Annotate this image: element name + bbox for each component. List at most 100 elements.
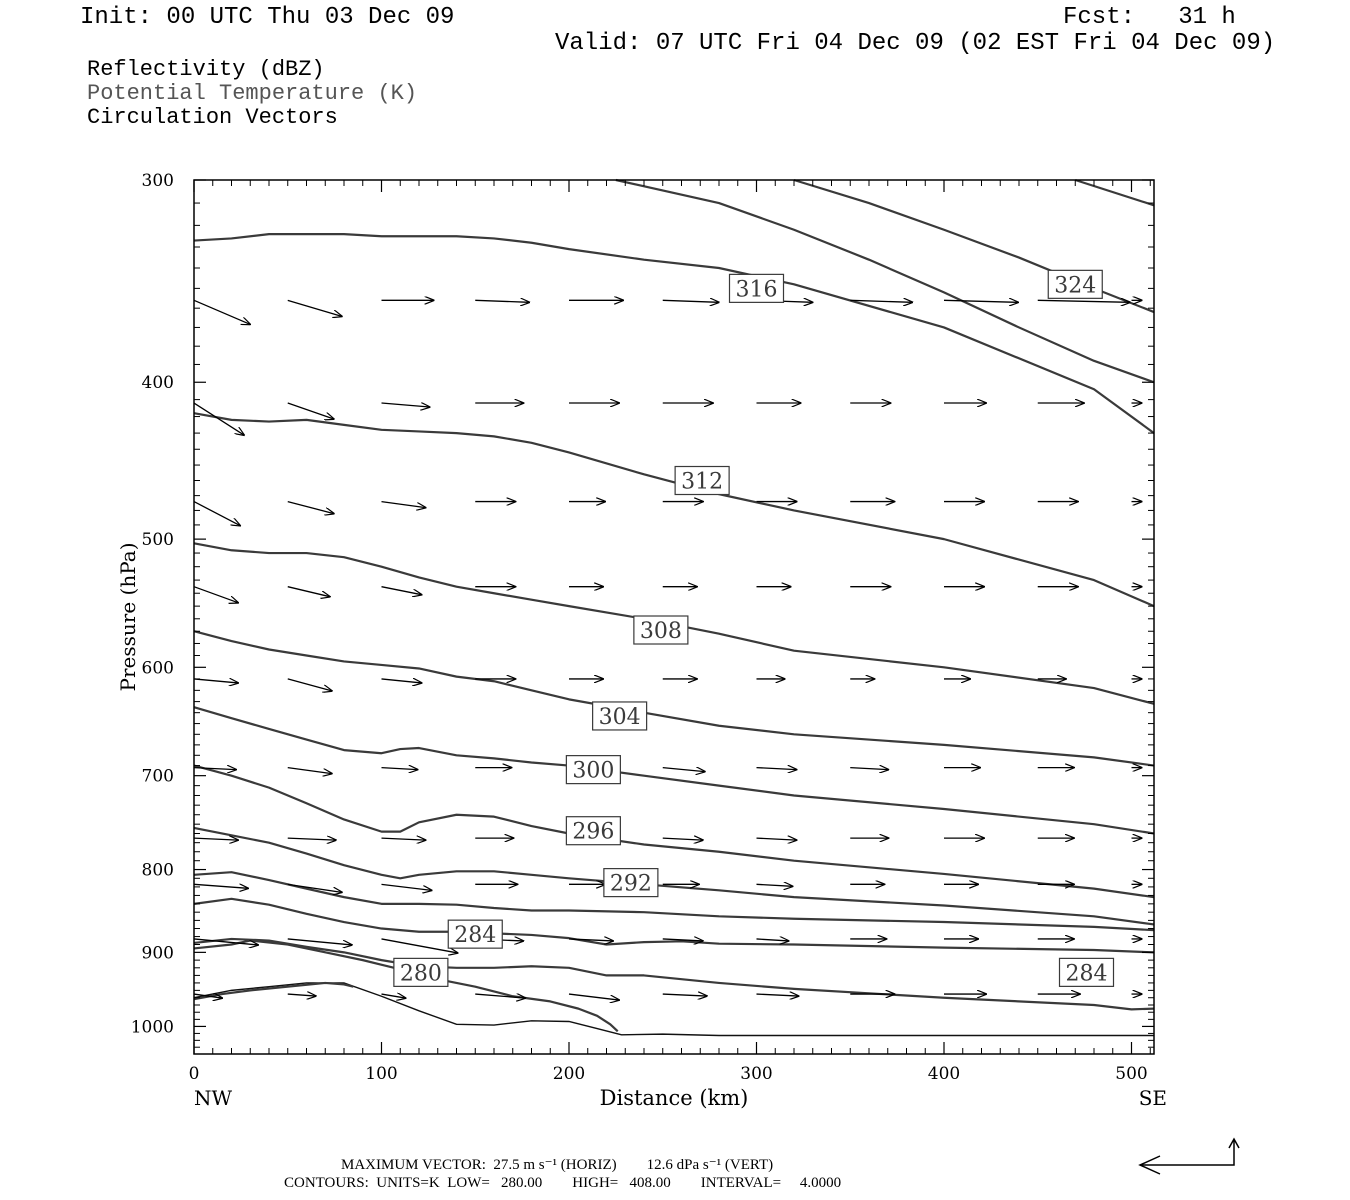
vector-arrow-9-0 xyxy=(193,994,222,998)
init-time: Init: 00 UTC Thu 03 Dec 09 xyxy=(80,4,455,31)
vector-arrow-8-0 xyxy=(193,938,258,945)
isentrope-9 xyxy=(193,542,1155,705)
x-tick-label: 100 xyxy=(365,1064,397,1084)
y-tick-label: 700 xyxy=(142,767,174,787)
isentrope-10 xyxy=(193,412,1155,608)
vector-arrow-2-2 xyxy=(381,500,426,508)
vector-arrow-5-1 xyxy=(287,766,332,774)
vector-arrow-0-1 xyxy=(287,299,342,316)
contour-label-280: 280 xyxy=(393,957,449,987)
y-tick-label: 900 xyxy=(142,943,174,963)
vector-arrow-8-1 xyxy=(287,938,352,945)
vector-arrow-0-3 xyxy=(475,300,529,302)
vector-arrow-8-6 xyxy=(756,939,789,941)
x-tick-label: 500 xyxy=(1115,1064,1147,1084)
contour-info-footnote: CONTOURS: UNITS=K LOW= 280.00 HIGH= 408.… xyxy=(284,1175,842,1191)
vector-arrow-5-2 xyxy=(381,768,418,770)
vector-arrow-9-2 xyxy=(381,994,406,998)
isentrope-6 xyxy=(193,764,1155,899)
contour-label-316: 316 xyxy=(728,273,785,303)
x-axis-label: Distance (km) xyxy=(600,1086,749,1110)
x-tick-label: 300 xyxy=(740,1064,772,1084)
y-tick-label: 1000 xyxy=(131,1017,174,1037)
max-vector-footnote: MAXIMUM VECTOR: 27.5 m s⁻¹ (HORIZ) 12.6 … xyxy=(341,1157,774,1173)
svg-text:304: 304 xyxy=(599,705,641,730)
vector-arrow-0-8 xyxy=(943,300,1018,302)
contour-label-312: 312 xyxy=(674,465,730,496)
valid-time: Valid: 07 UTC Fri 04 Dec 09 (02 EST Fri … xyxy=(555,30,1276,57)
isentrope-3 xyxy=(193,897,1155,954)
terrain-line xyxy=(193,982,1154,1037)
vector-arrow-7-2 xyxy=(381,883,432,890)
isentrope-14 xyxy=(1074,178,1155,207)
vector-arrow-7-0 xyxy=(193,884,248,888)
vector-arrow-5-0 xyxy=(193,768,236,770)
vector-arrow-9-1 xyxy=(287,994,316,996)
vector-arrow-4-2 xyxy=(381,679,422,683)
svg-text:300: 300 xyxy=(572,759,614,784)
y-tick-label: 300 xyxy=(142,171,174,191)
vector-arrow-3-2 xyxy=(381,586,422,595)
vector-arrow-3-1 xyxy=(287,586,330,597)
svg-text:296: 296 xyxy=(572,820,614,845)
isentrope-5 xyxy=(193,826,1155,926)
vector-arrow-5-7 xyxy=(850,768,888,770)
contour-label-296: 296 xyxy=(565,816,621,846)
vector-arrow-1-0 xyxy=(193,402,244,435)
vector-arrow-9-6 xyxy=(756,994,799,996)
x-tick-label: 0 xyxy=(189,1064,200,1084)
legend-circulation-vectors: Circulation Vectors xyxy=(87,105,338,130)
vector-arrow-6-2 xyxy=(381,838,426,840)
vector-arrow-8-2 xyxy=(381,938,458,953)
vector-arrow-5-5 xyxy=(662,768,705,772)
isentrope-13 xyxy=(793,178,1155,314)
svg-text:284: 284 xyxy=(454,923,496,948)
contour-label-300: 300 xyxy=(565,755,621,785)
vector-arrow-5-6 xyxy=(756,768,797,770)
plot-frame xyxy=(193,179,1155,1055)
svg-text:312: 312 xyxy=(681,470,723,495)
vector-arrow-1-1 xyxy=(287,402,334,419)
contour-label-308: 308 xyxy=(633,615,689,645)
y-axis-label: Pressure (hPa) xyxy=(116,543,140,692)
vector-arrow-4-0 xyxy=(193,679,238,683)
vector-arrow-4-1 xyxy=(287,678,332,691)
x-end-label-nw: NW xyxy=(194,1086,233,1110)
svg-text:284: 284 xyxy=(1066,961,1108,986)
isentrope-8 xyxy=(193,630,1155,767)
vector-arrow-7-6 xyxy=(756,884,793,886)
y-tick-label: 500 xyxy=(142,530,174,550)
vector-arrow-1-2 xyxy=(381,403,430,407)
vector-arrow-0-7 xyxy=(850,300,912,302)
vector-arrow-6-1 xyxy=(287,838,336,840)
isentrope-11 xyxy=(193,233,1155,434)
vector-arrow-6-0 xyxy=(193,838,238,840)
vector-arrow-9-3 xyxy=(475,994,525,998)
vector-arrow-0-5 xyxy=(662,300,719,302)
contour-label-304: 304 xyxy=(592,701,648,731)
reference-vector-icon xyxy=(1138,1137,1240,1175)
forecast-hour: Fcst: 31 h xyxy=(1063,4,1236,31)
contour-label-284: 284 xyxy=(1058,957,1115,987)
vector-arrow-8-4 xyxy=(568,939,613,941)
contour-label-284: 284 xyxy=(447,919,503,949)
contour-label-292: 292 xyxy=(603,868,659,898)
vector-arrow-0-9 xyxy=(1037,300,1130,302)
vector-arrow-2-1 xyxy=(287,500,334,514)
legend-potential-temperature: Potential Temperature (K) xyxy=(87,81,418,106)
isentrope-7 xyxy=(193,706,1155,835)
contour-label-324: 324 xyxy=(1047,269,1103,299)
x-tick-label: 400 xyxy=(928,1064,960,1084)
vector-arrow-0-0 xyxy=(193,299,250,324)
vector-arrow-8-5 xyxy=(662,939,703,941)
isentrope-2 xyxy=(193,937,1155,1011)
x-end-label-se: SE xyxy=(1139,1086,1167,1110)
vector-arrow-6-6 xyxy=(756,838,797,840)
vector-arrow-6-5 xyxy=(662,838,703,840)
svg-text:308: 308 xyxy=(640,619,682,644)
y-tick-label: 400 xyxy=(142,373,174,393)
vector-arrow-9-5 xyxy=(662,994,707,996)
svg-text:280: 280 xyxy=(400,961,442,986)
y-tick-label: 600 xyxy=(142,658,174,678)
